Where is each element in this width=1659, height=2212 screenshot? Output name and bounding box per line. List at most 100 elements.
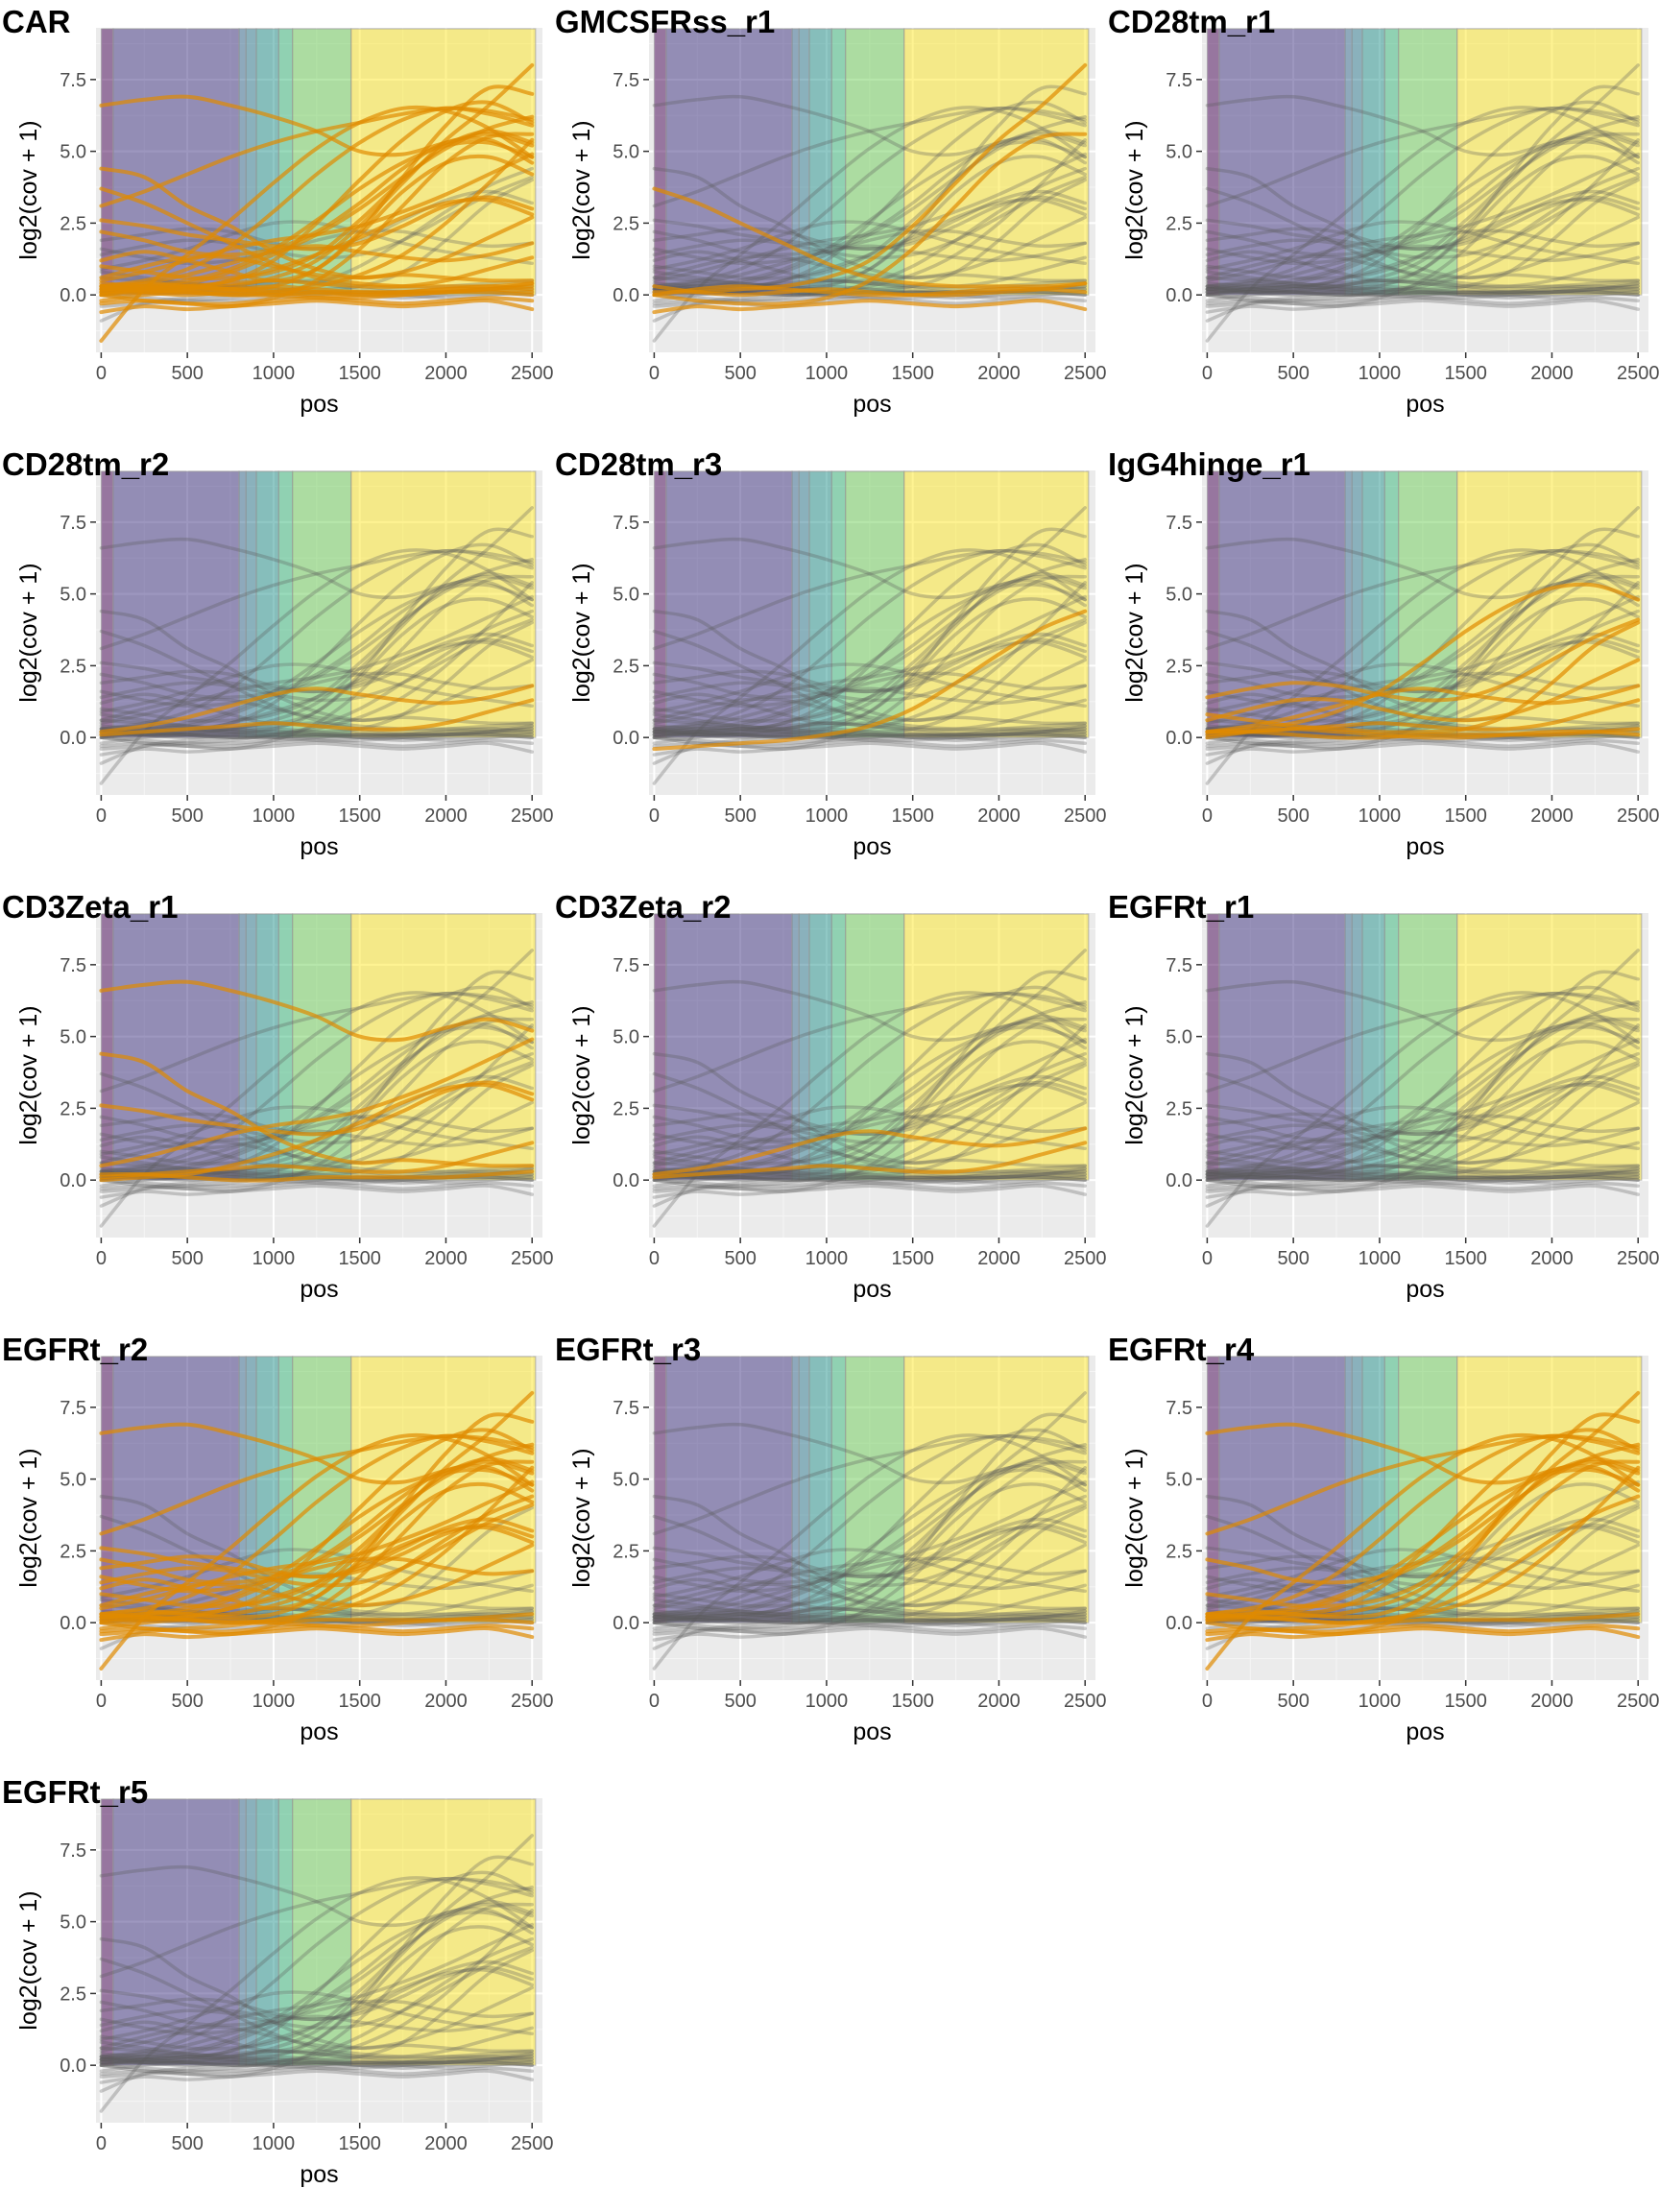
series-line	[652, 548, 1087, 785]
y-axis-label: log2(cov + 1)	[568, 1448, 595, 1587]
series-line	[1205, 1166, 1640, 1180]
series-line	[652, 195, 1087, 252]
series-line	[652, 1479, 1087, 1610]
x-tick-label: 0	[1202, 1248, 1213, 1269]
y-tick-label: 7.5	[60, 955, 86, 976]
series-line	[99, 1855, 534, 2061]
x-tick-label: 500	[724, 1691, 756, 1712]
series-line	[652, 299, 1088, 315]
series-line	[99, 718, 534, 733]
series-line	[99, 1864, 534, 1928]
series-line	[99, 2049, 534, 2065]
series-line	[99, 106, 535, 289]
series-line	[99, 284, 535, 298]
series-line	[99, 139, 535, 292]
series-line	[652, 684, 1087, 733]
series-line	[99, 632, 534, 694]
series-line	[99, 2046, 534, 2061]
series-line	[1205, 1166, 1640, 1183]
y-tick-label: 0.0	[613, 285, 639, 306]
x-tick-label: 0	[96, 1248, 107, 1269]
series-line	[1205, 290, 1640, 302]
facet-plot: 0 500 1000 1500 2000 2500 0.0 2.5 5.0 7.5 pos log2(…	[568, 470, 1106, 860]
series-line	[1205, 1164, 1640, 1180]
x-tick-label: 2500	[1617, 363, 1659, 384]
series-line	[99, 620, 534, 734]
series-line	[99, 979, 535, 1043]
series-line	[99, 296, 535, 309]
series-line	[99, 1936, 534, 2054]
series-line	[1205, 1014, 1640, 1166]
series-line	[99, 557, 534, 733]
x-tick-label: 1000	[252, 363, 296, 384]
x-tick-label: 1500	[1444, 1691, 1487, 1712]
y-tick-label: 7.5	[613, 1398, 639, 1419]
series-line	[99, 1834, 534, 2065]
series-line	[99, 135, 535, 257]
series-line	[652, 1468, 1087, 1619]
x-tick-label: 500	[724, 805, 756, 827]
series-line	[1205, 1463, 1641, 1585]
series-line	[652, 999, 1087, 1176]
series-line	[1205, 985, 1640, 1179]
region-rect	[1218, 28, 1346, 296]
series-line	[1205, 991, 1640, 1228]
series-line	[1205, 629, 1640, 732]
series-line	[652, 1517, 1087, 1579]
x-tick-label: 500	[171, 1691, 203, 1712]
series-line	[652, 1456, 1087, 1608]
x-axis-label: pos	[853, 1276, 891, 1303]
facet-panel: 0 500 1000 1500 2000 2500 0.0 2.5 5.0 7.5 pos log2(…	[0, 1328, 553, 1769]
series-line	[1205, 1612, 1641, 1625]
x-tick-label: 500	[171, 2133, 203, 2154]
series-line	[99, 1990, 534, 2042]
series-line	[99, 1999, 534, 2036]
facet-panel: 0 500 1000 1500 2000 2500 0.0 2.5 5.0 7.5 pos log2(…	[553, 0, 1106, 442]
y-axis-label: log2(cov + 1)	[15, 1448, 42, 1587]
y-tick-label: 0.0	[613, 1613, 639, 1634]
series-line	[652, 1523, 1087, 1579]
series-line	[652, 741, 1087, 757]
series-line	[1205, 106, 1640, 288]
series-line	[652, 1433, 1087, 1671]
series-line	[652, 241, 1087, 291]
y-tick-label: 7.5	[613, 70, 639, 91]
series-line	[99, 1885, 534, 2061]
facet-panel: 0 500 1000 1500 2000 2500 0.0 2.5 5.0 7.5 pos log2(…	[1106, 1328, 1659, 1769]
y-axis-label: log2(cov + 1)	[15, 1005, 42, 1144]
panel-title: CD28tm_r2	[2, 446, 170, 482]
series-line	[652, 1071, 1087, 1174]
y-tick-label: 2.5	[60, 1541, 86, 1562]
series-line	[1205, 281, 1640, 295]
series-line	[652, 662, 1087, 714]
y-tick-label: 2.5	[1166, 1098, 1192, 1119]
series-line	[652, 609, 1087, 726]
series-line	[1205, 296, 1640, 308]
series-line	[1205, 597, 1640, 725]
series-line	[1205, 155, 1640, 282]
x-tick-label: 500	[724, 363, 756, 384]
facet-panel: 0 500 1000 1500 2000 2500 0.0 2.5 5.0 7.5 pos log2(…	[553, 885, 1106, 1327]
series-line	[652, 136, 1087, 257]
y-axis-label: log2(cov + 1)	[15, 563, 42, 702]
region-rect	[350, 1798, 537, 2066]
series-line	[1205, 1071, 1640, 1174]
series-line	[99, 733, 534, 746]
x-tick-label: 1000	[805, 1691, 849, 1712]
series-line	[652, 284, 1088, 298]
facet-panel: 0 500 1000 1500 2000 2500 0.0 2.5 5.0 7.5 pos log2(…	[0, 1770, 553, 2212]
series-line	[652, 1184, 1087, 1199]
series-line	[99, 215, 535, 280]
y-tick-label: 2.5	[60, 1984, 86, 2005]
series-line	[1205, 1184, 1640, 1199]
y-tick-label: 7.5	[60, 1840, 86, 1862]
facet-panel: 0 500 1000 1500 2000 2500 0.0 2.5 5.0 7.5 pos log2(…	[1106, 0, 1659, 442]
series-line	[99, 1922, 534, 2053]
series-line	[99, 1967, 534, 2067]
series-line	[652, 1172, 1087, 1180]
series-line	[99, 1876, 534, 2113]
series-line	[1205, 1412, 1641, 1620]
series-line	[1205, 197, 1640, 297]
series-line	[99, 579, 534, 700]
series-line	[652, 1569, 1087, 1619]
